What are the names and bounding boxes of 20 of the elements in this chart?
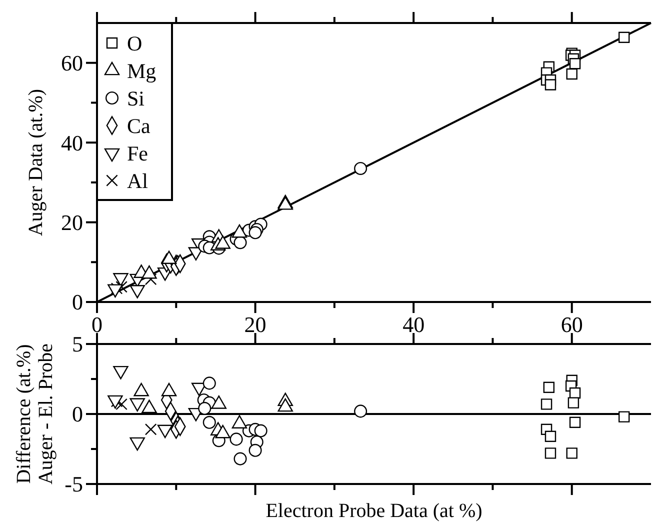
y-tick-label: -5 <box>64 472 83 497</box>
y-axis-title: Auger Data (at.%) <box>25 88 47 236</box>
legend-label: O <box>127 31 142 56</box>
y-tick-label: 20 <box>61 210 83 235</box>
legend-label: Mg <box>127 58 157 83</box>
x-axis-title: Electron Probe Data (at %) <box>266 500 482 522</box>
y-tick-label: 60 <box>61 50 83 76</box>
y-axis-title: Difference (at.%) Auger - El. Probe <box>13 343 57 485</box>
x-tick-label: 20 <box>244 312 266 337</box>
legend-label: Fe <box>127 141 148 166</box>
x-tick-label: 60 <box>560 312 583 337</box>
x-tick-label: 40 <box>402 312 425 337</box>
y-tick-label: 5 <box>72 332 83 357</box>
legend-label: Ca <box>127 114 152 138</box>
y-tick-label: 0 <box>72 290 83 315</box>
legend-label: Al <box>127 168 148 193</box>
x-tick-label: 0 <box>92 312 102 337</box>
legend-label: Si <box>127 86 145 110</box>
y-tick-label: 0 <box>72 402 83 427</box>
y-tick-label: 40 <box>61 130 83 156</box>
